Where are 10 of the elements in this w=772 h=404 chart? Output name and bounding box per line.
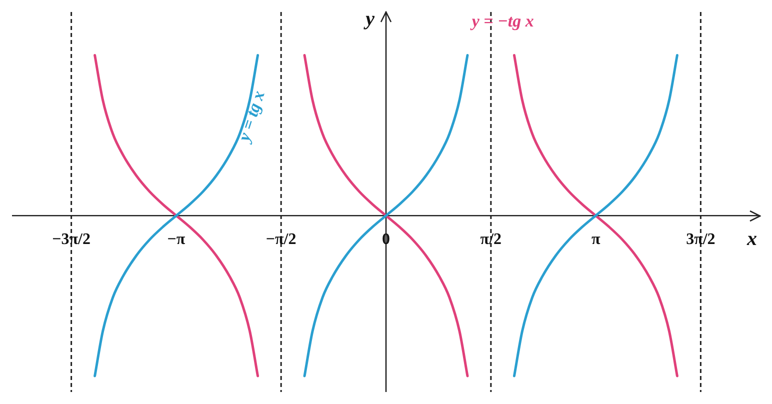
text: y = tg x xyxy=(234,88,269,146)
x-tick-label: π/2 xyxy=(480,230,502,248)
y-axis-title: y xyxy=(364,8,375,30)
series-label: y = −tg x xyxy=(470,11,534,30)
x-tick-label: π xyxy=(591,230,600,248)
x-axis-title: x xyxy=(746,228,757,250)
x-tick-label: −π/2 xyxy=(266,230,296,248)
x-tick-label: −3π/2 xyxy=(52,230,90,248)
x-tick-label: 3π/2 xyxy=(686,230,716,248)
x-tick-label: −π xyxy=(167,230,186,248)
